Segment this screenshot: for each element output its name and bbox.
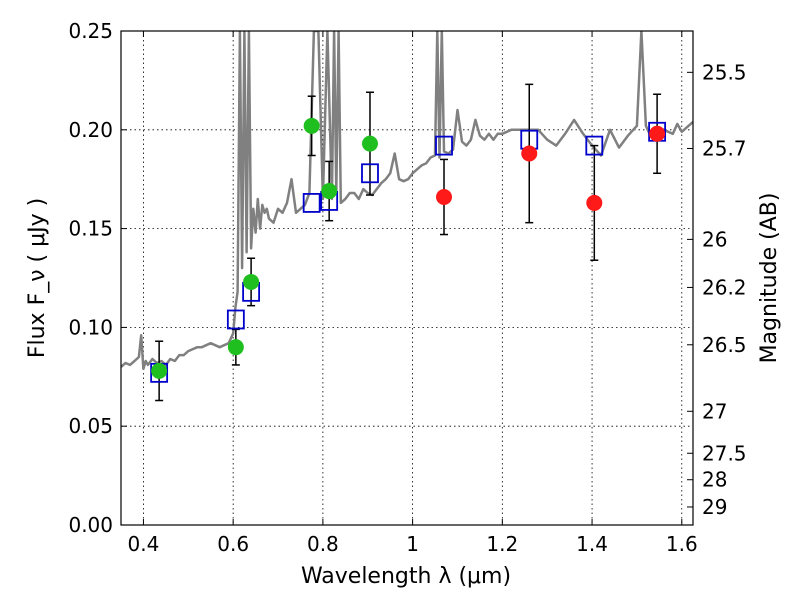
model-photometry-square: [361, 163, 379, 184]
spectrum-layer: [121, 31, 693, 371]
observed-optical-point: [243, 273, 260, 290]
x-tick-label: 1.2: [486, 532, 518, 556]
observed-nir-point: [586, 194, 603, 211]
y2-tick-label: 27: [702, 399, 727, 423]
x-tick-label: 1.4: [576, 532, 608, 556]
observed-nir-point: [649, 125, 666, 142]
model-photometry-square: [226, 309, 245, 330]
x-tick-label: 0.8: [307, 532, 339, 556]
y2-tick-label: 29: [702, 495, 727, 519]
plot-frame: [120, 30, 694, 526]
x-tick-label: 1.6: [666, 532, 698, 556]
y2-tick-label: 26.5: [702, 333, 747, 357]
y-tick-label: 0.05: [68, 414, 113, 438]
observed-optical-point: [321, 183, 338, 200]
x-tick-label: 1: [406, 532, 419, 556]
model-photometry-square: [302, 193, 321, 213]
y2-tick-label: 28: [702, 468, 727, 492]
y2-tick-label: 25.7: [702, 136, 747, 160]
y2-tick-label: 26.2: [702, 275, 747, 299]
y2-tick-label: 27.5: [702, 441, 747, 465]
marker-layer: [150, 83, 667, 402]
model-photometry-square: [435, 135, 453, 156]
y-tick-label: 0.20: [68, 118, 113, 142]
model-photometry-square: [585, 135, 604, 156]
y2-tick-label: 26: [702, 227, 727, 251]
observed-optical-point: [227, 339, 244, 356]
axis-ticks: 0.4 0.6 0.8 1 1.2 1.4 1.6 0.00 0.05 0.10 0.15 0.20 0…: [68, 19, 746, 556]
observed-optical-point: [303, 117, 320, 134]
x-axis-label: Wavelength λ (μm): [301, 564, 511, 589]
x-tick-label: 0.6: [217, 532, 249, 556]
observed-nir-point: [521, 145, 538, 162]
y-tick-label: 0.10: [68, 315, 113, 339]
y-tick-label: 0.25: [68, 19, 113, 43]
grid: [121, 31, 693, 525]
x-tick-label: 0.4: [128, 532, 160, 556]
y2-tick-label: 25.5: [702, 60, 747, 84]
model-spectrum-line: [121, 31, 693, 371]
y-tick-label: 0.15: [68, 217, 113, 241]
y-tick-label: 0.00: [68, 513, 113, 537]
y2-axis-label: Magnitude (AB): [757, 193, 782, 364]
observed-nir-point: [436, 188, 453, 205]
observed-optical-point: [361, 135, 378, 152]
y-axis-label: Flux F_ν ( μJy ): [25, 198, 50, 358]
observed-optical-point: [151, 362, 168, 379]
